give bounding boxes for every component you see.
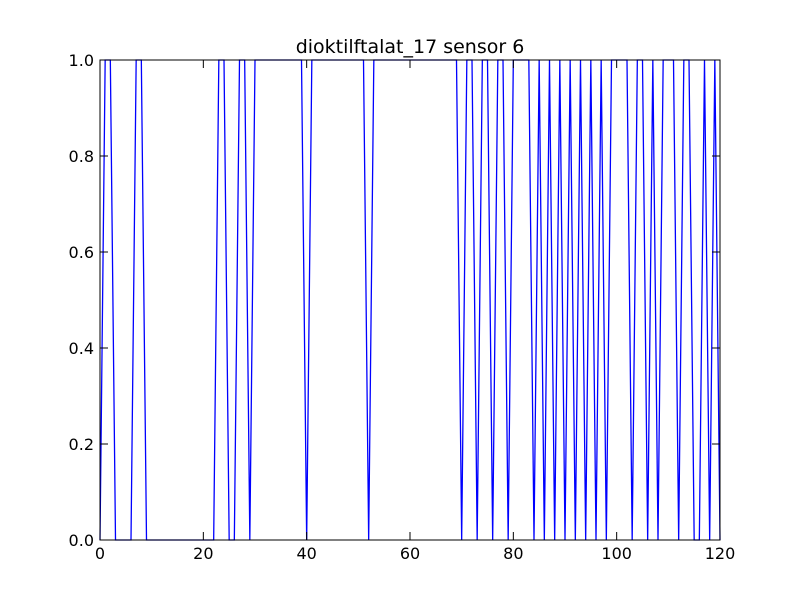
y-tick-label: 0.8 <box>69 147 94 166</box>
x-tick-label: 0 <box>95 544 105 563</box>
x-tick-label: 100 <box>601 544 632 563</box>
y-tick-label: 0.0 <box>69 531 94 550</box>
y-tick-label: 0.2 <box>69 435 94 454</box>
x-tick-label: 20 <box>193 544 213 563</box>
y-tick-label: 1.0 <box>69 51 94 70</box>
chart-title: dioktilftalat_17 sensor 6 <box>296 36 525 58</box>
y-axis: 0.0 0.2 0.4 0.6 0.8 1.0 <box>69 51 720 550</box>
axes-frame <box>99 59 721 541</box>
x-tick-label: 60 <box>400 544 420 563</box>
x-tick-label: 120 <box>705 544 736 563</box>
x-tick-label: 40 <box>296 544 316 563</box>
y-tick-label: 0.4 <box>69 339 94 358</box>
y-tick-label: 0.6 <box>69 243 94 262</box>
x-tick-label: 80 <box>503 544 523 563</box>
